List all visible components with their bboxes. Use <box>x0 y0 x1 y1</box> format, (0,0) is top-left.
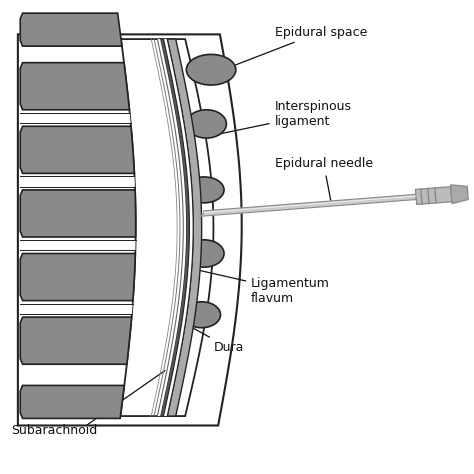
Polygon shape <box>20 254 135 301</box>
Text: Epidural space: Epidural space <box>195 26 367 81</box>
Polygon shape <box>20 63 129 110</box>
Ellipse shape <box>186 110 227 138</box>
Polygon shape <box>18 35 242 426</box>
Polygon shape <box>167 39 201 416</box>
Polygon shape <box>164 39 193 416</box>
Polygon shape <box>20 385 124 419</box>
Text: Subarachnoid: Subarachnoid <box>11 424 97 437</box>
Polygon shape <box>20 190 136 237</box>
Polygon shape <box>20 113 131 123</box>
Polygon shape <box>20 126 134 173</box>
Polygon shape <box>20 317 132 364</box>
Text: Dura: Dura <box>184 323 244 354</box>
Ellipse shape <box>183 302 220 328</box>
Polygon shape <box>20 13 122 46</box>
Polygon shape <box>451 185 468 204</box>
Ellipse shape <box>184 177 224 203</box>
Text: Ligamentum
flavum: Ligamentum flavum <box>201 271 330 305</box>
Text: Interspinous
ligament: Interspinous ligament <box>214 100 352 135</box>
Ellipse shape <box>186 55 236 85</box>
Ellipse shape <box>184 240 224 267</box>
Polygon shape <box>20 240 136 250</box>
Polygon shape <box>120 39 213 416</box>
Polygon shape <box>20 304 133 314</box>
Polygon shape <box>20 176 135 187</box>
Polygon shape <box>416 187 452 204</box>
Polygon shape <box>160 39 190 416</box>
Polygon shape <box>157 39 186 416</box>
Polygon shape <box>200 194 416 217</box>
Text: Epidural needle: Epidural needle <box>275 157 373 201</box>
